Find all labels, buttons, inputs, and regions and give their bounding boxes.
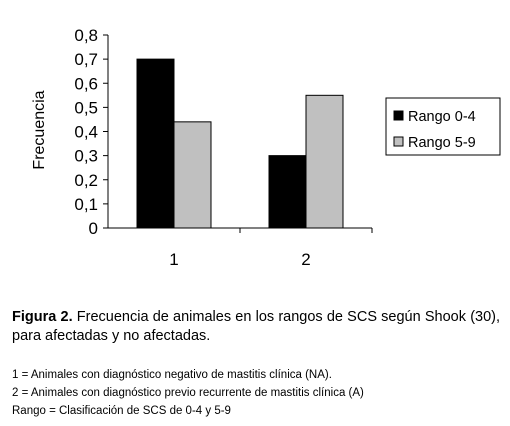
caption-label: Figura 2. [12,309,73,325]
legend-swatch [393,136,404,147]
y-axis-label: Frecuencia [31,90,48,169]
figure-notes: 1 = Animales con diagnóstico negativo de… [12,366,502,420]
bar-rango-0-4-cat-2 [268,155,307,229]
x-tick-label: 1 [169,250,178,269]
y-tick-label: 0,6 [74,74,98,93]
y-tick-label: 0,3 [74,147,98,166]
caption-text: Frecuencia de animales en los rangos de … [12,309,501,344]
y-tick-label: 0 [89,219,98,238]
note-2: 2 = Animales con diagnóstico previo recu… [12,387,364,399]
y-tick-label: 0,8 [74,26,98,45]
bar-rango-0-4-cat-1 [136,58,175,229]
figure-caption: Figura 2. Frecuencia de animales en los … [12,308,500,346]
legend: Rango 0-4 Rango 5-9 [385,97,501,156]
bars [136,58,344,229]
note-1: 1 = Animales con diagnóstico negativo de… [12,369,332,381]
y-tick-label: 0,7 [74,50,98,69]
y-axis-ticks: 0 0,1 0,2 0,3 0,4 0,5 0,6 0,7 0,8 [74,26,108,238]
note-3: Rango = Clasificación de SCS de 0-4 y 5-… [12,405,231,417]
y-axis-title: Frecuencia [31,90,48,169]
bar-rango-5-9-cat-2 [305,94,344,229]
bar-rango-5-9-cat-1 [173,121,212,229]
y-tick-label: 0,5 [74,98,98,117]
legend-swatch [393,110,404,121]
legend-box [385,97,501,156]
y-tick-label: 0,4 [74,123,98,142]
y-tick-label: 0,1 [74,195,98,214]
legend-label: Rango 0-4 [408,109,476,125]
legend-label: Rango 5-9 [408,135,476,151]
y-tick-label: 0,2 [74,171,98,190]
x-tick-label: 2 [301,250,310,269]
